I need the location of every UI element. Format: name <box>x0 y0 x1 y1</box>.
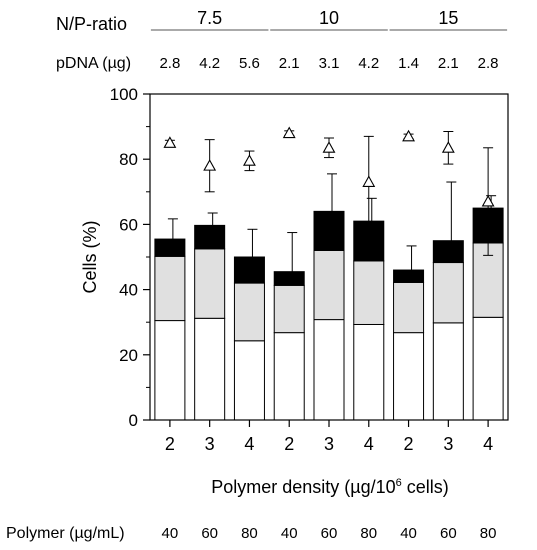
triangle-marker <box>203 159 217 171</box>
pdna-values: 2.8 4.2 5.6 2.1 3.1 4.2 1.4 2.1 2.8 <box>159 55 498 72</box>
x-axis-title: Polymer density (µg/106 cells) <box>211 477 449 497</box>
bar-segment-3 <box>432 240 464 264</box>
bar-segment-1 <box>393 332 425 421</box>
polymer-value: 40 <box>281 525 298 542</box>
pdna-label: pDNA (µg) <box>56 55 131 72</box>
x-axis: 2 3 4 2 3 4 2 3 4 <box>165 420 493 454</box>
triangle-marker <box>243 154 256 166</box>
x-tick-label: 2 <box>404 434 414 454</box>
bar-segment-2 <box>154 255 186 322</box>
bars <box>154 207 504 421</box>
pdna-value: 2.1 <box>279 55 300 72</box>
y-tick-label: 60 <box>119 215 138 234</box>
triangle-marker <box>322 141 336 153</box>
bar-segment-1 <box>313 319 345 421</box>
x-tick-label: 4 <box>483 434 493 454</box>
bar-segment-1 <box>432 322 464 421</box>
y-axis-title: Cells (%) <box>80 220 100 293</box>
bar-segment-1 <box>154 320 186 421</box>
polymer-values: 40 60 80 40 60 80 40 60 80 <box>162 525 497 542</box>
bar-segment-1 <box>472 316 504 421</box>
bar-segment-1 <box>273 332 305 421</box>
polymer-value: 60 <box>201 525 218 542</box>
y-tick-label: 20 <box>119 346 138 365</box>
polymer-value: 80 <box>480 525 497 542</box>
x-tick-label: 4 <box>364 434 374 454</box>
y-tick-label: 100 <box>110 85 138 104</box>
x-tick-label: 3 <box>205 434 215 454</box>
polymer-value: 60 <box>440 525 457 542</box>
triangle-marker <box>282 126 296 139</box>
polymer-label: Polymer (µg/mL) <box>6 525 125 542</box>
polymer-value: 40 <box>400 525 417 542</box>
triangle-marker <box>163 136 177 148</box>
bar-segment-2 <box>353 260 385 325</box>
triangle-marker <box>481 194 495 207</box>
bar-segment-3 <box>393 269 425 283</box>
pdna-value: 4.2 <box>199 55 220 72</box>
triangle-marker <box>441 141 455 153</box>
y-tick-label: 0 <box>129 411 138 430</box>
x-tick-label: 2 <box>165 434 175 454</box>
y-tick-label: 80 <box>119 150 138 169</box>
pdna-value: 2.1 <box>438 55 459 72</box>
x-tick-label: 3 <box>324 434 334 454</box>
y-tick-label: 40 <box>119 281 138 300</box>
pdna-value: 1.4 <box>398 55 419 72</box>
x-tick-label: 2 <box>284 434 294 454</box>
bar-segment-3 <box>194 224 226 250</box>
polymer-value: 40 <box>162 525 179 542</box>
bar-segment-3 <box>154 238 186 257</box>
bar-segment-2 <box>432 262 464 324</box>
triangle-marker <box>362 175 376 187</box>
x-tick-label: 4 <box>244 434 254 454</box>
pdna-value: 3.1 <box>319 55 340 72</box>
polymer-value: 80 <box>360 525 377 542</box>
pdna-value: 4.2 <box>358 55 379 72</box>
np-ratio-value: 7.5 <box>197 8 222 28</box>
triangle-marker <box>402 129 415 142</box>
bar-segment-3 <box>273 271 305 286</box>
np-ratio-value: 15 <box>438 8 458 28</box>
bar-segment-1 <box>194 317 226 421</box>
pdna-value: 2.8 <box>159 55 180 72</box>
bar-segment-3 <box>233 256 265 284</box>
bar-segment-2 <box>273 284 305 334</box>
bar-segment-1 <box>353 323 385 421</box>
y-axis: 0 20 40 60 80 100 <box>110 85 150 430</box>
bar-segment-3 <box>313 210 345 251</box>
x-tick-label: 3 <box>443 434 453 454</box>
pdna-value: 5.6 <box>239 55 260 72</box>
bar-segment-2 <box>313 249 345 321</box>
np-ratio-label: N/P-ratio <box>56 14 127 34</box>
bar-segment-2 <box>233 282 265 342</box>
polymer-value: 60 <box>321 525 338 542</box>
pdna-value: 2.8 <box>478 55 499 72</box>
polymer-value: 80 <box>241 525 258 542</box>
bar-segment-2 <box>393 281 425 334</box>
np-ratio-groups: 7.5 10 15 <box>150 8 508 31</box>
bar-segment-2 <box>194 248 226 319</box>
bar-segment-1 <box>233 340 265 421</box>
triangle-markers <box>163 126 495 256</box>
np-ratio-value: 10 <box>319 8 339 28</box>
